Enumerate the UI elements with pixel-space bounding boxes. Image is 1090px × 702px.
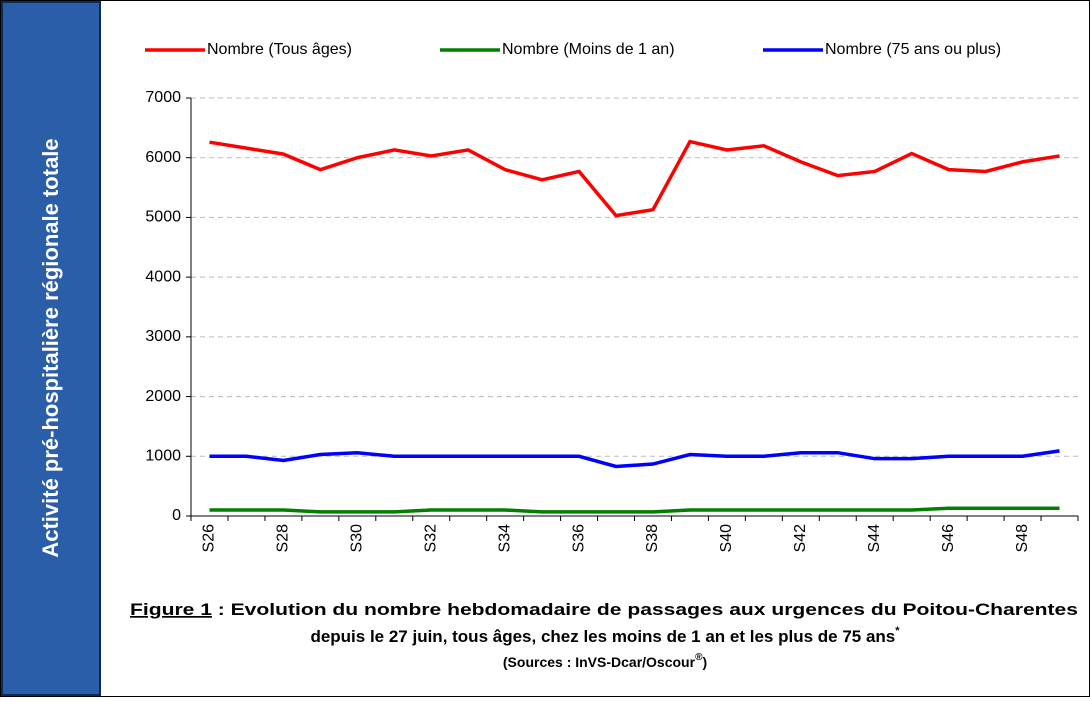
caption-sup: ® [695,652,703,663]
x-tick-label: S42 [792,524,809,553]
series-line [209,449,1060,469]
legend-label: Nombre (Tous âges) [207,41,352,58]
x-tick-label: S40 [718,524,735,553]
caption-text: : Evolution du nombre hebdomadaire de pa… [212,600,1078,619]
x-tick-label: S36 [570,524,587,553]
series-line [209,506,1060,514]
x-tick-label: S44 [866,524,883,553]
y-tick-label: 0 [172,507,181,524]
y-tick-label: 6000 [145,149,181,166]
series-line [209,139,1060,218]
caption-sup: * [895,625,900,637]
legend-label: Nombre (75 ans ou plus) [825,41,1001,58]
caption-text: (Sources : InVS-Dcar/Oscour [503,654,696,670]
x-tick-label: S28 [275,524,292,553]
legend-label: Nombre (Moins de 1 an) [502,41,675,58]
x-tick-label: S34 [496,524,513,553]
y-tick-label: 1000 [145,448,181,465]
x-tick-label: S30 [349,524,366,553]
caption-text: depuis le 27 juin, tous âges, chez les m… [310,627,895,646]
x-tick-label: S48 [1014,524,1031,553]
x-tick-label: S32 [422,524,439,553]
x-tick-label: S38 [644,524,661,553]
y-tick-label: 3000 [145,328,181,345]
y-tick-label: 7000 [145,89,181,106]
side-band [1,1,101,696]
x-tick-label: S26 [201,524,218,553]
y-tick-label: 2000 [145,388,181,405]
caption-figure: Figure 1 [130,600,212,619]
caption-text: ) [702,654,707,670]
side-label: Activité pré-hospitalière régionale tota… [38,138,63,557]
caption-line3: (Sources : InVS-Dcar/Oscour®) [503,652,707,670]
y-tick-label: 4000 [145,268,181,285]
x-tick-label: S46 [940,524,957,553]
caption-line2: depuis le 27 juin, tous âges, chez les m… [310,625,900,647]
caption-line1: Figure 1 : Evolution du nombre hebdomada… [130,600,1078,619]
y-tick-label: 5000 [145,209,181,226]
